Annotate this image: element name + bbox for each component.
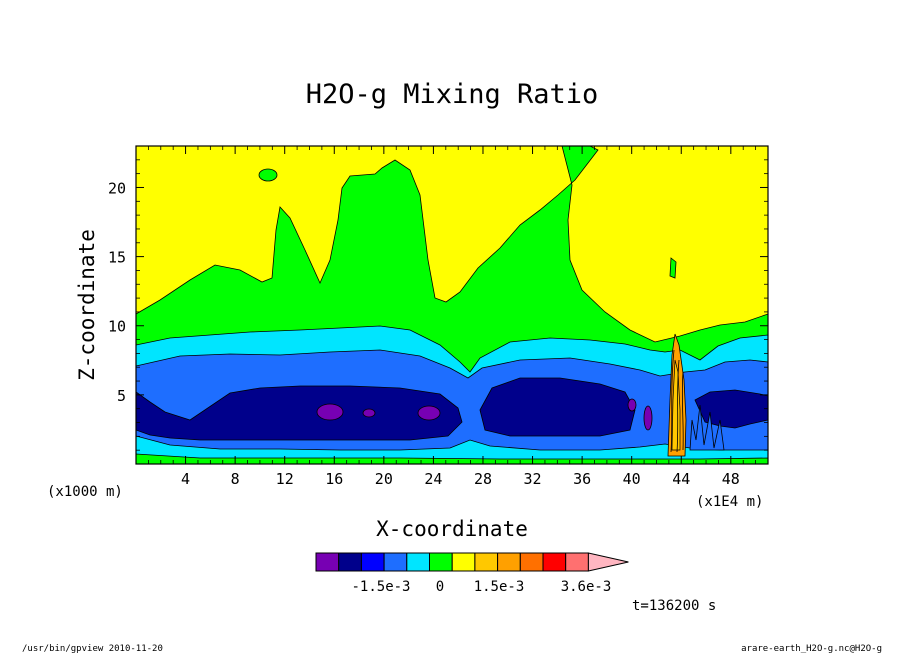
colorbar-swatch xyxy=(429,552,453,572)
y-axis: 5 10 15 20 xyxy=(108,159,768,451)
contour-lobes xyxy=(689,404,725,451)
colorbar-swatch xyxy=(383,552,408,572)
colorbar-label: 3.6e-3 xyxy=(561,579,612,595)
contour-min xyxy=(362,408,376,418)
colorbar-swatch xyxy=(451,552,476,572)
x-tick-label: 4 xyxy=(181,470,190,488)
footer-right: arare-earth_H2O-g.nc@H2O-g xyxy=(741,644,882,654)
colorbar-swatch xyxy=(474,552,499,572)
colorbar-swatch xyxy=(338,552,362,572)
x-tick-label: 36 xyxy=(573,470,591,488)
x-tick-label: 24 xyxy=(424,470,442,488)
x-tick-label: 16 xyxy=(325,470,343,488)
time-label: t=136200 s xyxy=(632,598,716,614)
colorbar-arrow xyxy=(587,552,629,572)
x-tick-label: 12 xyxy=(276,470,294,488)
colorbar-swatch xyxy=(519,552,544,572)
y-tick-label: 20 xyxy=(108,179,126,197)
contour-patch xyxy=(669,257,677,279)
x-tick-label: 20 xyxy=(375,470,393,488)
contour-min xyxy=(316,403,344,421)
contour-fill-darkblue xyxy=(694,389,768,429)
contour-min xyxy=(417,405,441,421)
x-tick-label: 32 xyxy=(524,470,542,488)
contour-fill-darkblue xyxy=(479,377,636,437)
contour-patch xyxy=(258,168,278,182)
contour-min xyxy=(643,405,653,431)
contour-min xyxy=(627,398,637,412)
x-tick-label: 40 xyxy=(623,470,641,488)
x-unit-right: (x1E4 m) xyxy=(696,494,763,510)
chart-title: H2O-g Mixing Ratio xyxy=(306,79,599,110)
colorbar-swatch xyxy=(406,552,430,572)
colorbar xyxy=(315,552,629,572)
plot-frame xyxy=(135,145,769,465)
y-tick-label: 10 xyxy=(108,318,126,336)
colorbar-swatch xyxy=(315,552,340,572)
x-tick-label: 28 xyxy=(474,470,492,488)
contour-fill-lowcyan xyxy=(136,435,768,464)
x-tick-label: 44 xyxy=(672,470,690,488)
x-axis-label: X-coordinate xyxy=(376,517,528,541)
colorbar-swatch xyxy=(360,552,385,572)
colorbar-swatch xyxy=(542,552,567,572)
contour-field xyxy=(136,146,768,464)
colorbar-label: 1.5e-3 xyxy=(474,579,525,595)
x-unit-left: (x1000 m) xyxy=(47,484,123,500)
x-tick-label: 8 xyxy=(231,470,240,488)
contour-plume-lines xyxy=(670,349,684,453)
x-axis: 4 8 12 16 20 24 28 32 36 40 44 48 xyxy=(147,146,757,488)
colorbar-labels: -1.5e-3 0 1.5e-3 3.6e-3 xyxy=(351,579,611,595)
y-tick-label: 15 xyxy=(108,249,126,267)
y-tick-label: 5 xyxy=(117,387,126,405)
y-axis-label: Z-coordinate xyxy=(75,229,99,381)
footer-left: /usr/bin/gpview 2010-11-20 xyxy=(22,644,163,654)
colorbar-swatch xyxy=(497,552,521,572)
colorbar-label: 0 xyxy=(436,579,444,595)
colorbar-label: -1.5e-3 xyxy=(351,579,410,595)
contour-fill-darkblue xyxy=(136,385,463,441)
contour-fill-lowgreen xyxy=(136,453,768,464)
x-tick-label: 48 xyxy=(722,470,740,488)
colorbar-swatch xyxy=(565,552,589,572)
